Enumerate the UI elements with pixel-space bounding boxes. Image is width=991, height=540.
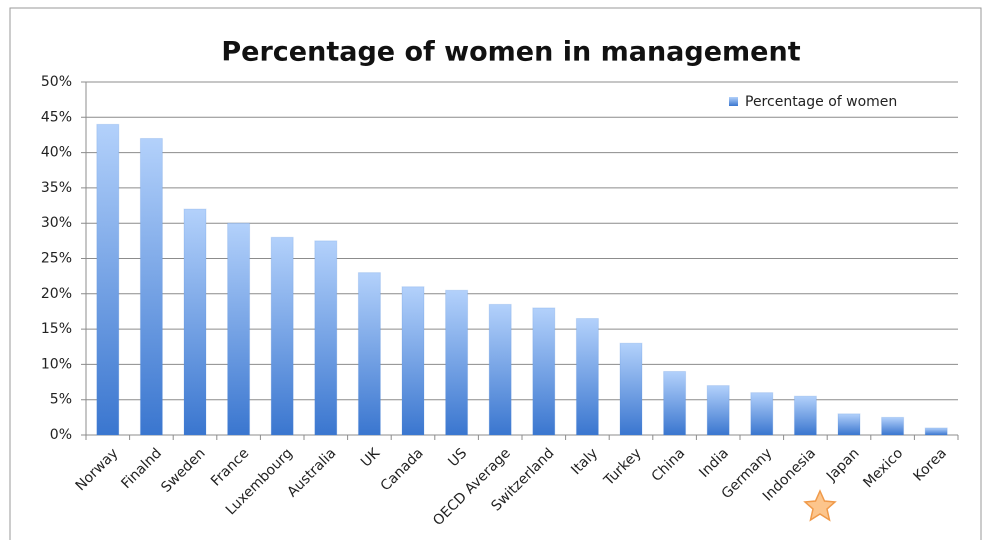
- bar: [706, 385, 730, 436]
- y-tick-label: 30%: [41, 215, 72, 231]
- star-marker: [803, 489, 837, 522]
- bar: [445, 289, 469, 436]
- y-tick-label: 10%: [41, 356, 72, 372]
- bar: [663, 370, 687, 436]
- y-tick-label: 50%: [41, 74, 72, 90]
- bar: [488, 303, 512, 436]
- bar: [139, 137, 163, 436]
- bar: [270, 236, 294, 436]
- y-tick-label: 20%: [41, 286, 72, 302]
- bar: [619, 342, 643, 436]
- bar: [401, 286, 425, 436]
- chart-border: [9, 7, 982, 540]
- bar: [96, 123, 120, 436]
- bar: [575, 318, 599, 436]
- legend-label: Percentage of women: [745, 94, 897, 110]
- bar: [314, 240, 338, 436]
- bar: [793, 395, 817, 436]
- bar: [227, 222, 251, 436]
- y-tick-label: 40%: [41, 145, 72, 161]
- bar: [750, 392, 774, 436]
- bar: [881, 416, 905, 436]
- legend-swatch: [729, 97, 738, 106]
- y-tick-label: 5%: [50, 392, 72, 408]
- bar: [837, 413, 861, 436]
- bar: [924, 427, 948, 436]
- y-tick-label: 45%: [41, 109, 72, 125]
- y-tick-label: 25%: [41, 251, 72, 267]
- y-tick-label: 15%: [41, 321, 72, 337]
- bar: [357, 272, 381, 436]
- bar: [532, 307, 556, 436]
- bar: [183, 208, 207, 436]
- y-tick-label: 0%: [50, 427, 72, 443]
- y-tick-label: 35%: [41, 180, 72, 196]
- chart-title: Percentage of women in management: [221, 37, 800, 68]
